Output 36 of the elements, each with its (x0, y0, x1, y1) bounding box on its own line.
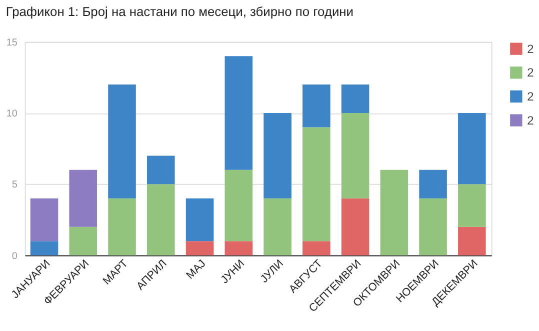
legend-label: 2 (527, 42, 534, 56)
y-tick-label: 5 (12, 180, 18, 191)
bar (224, 241, 253, 256)
legend-label: 2 (527, 66, 534, 80)
bar (108, 198, 136, 256)
bar (341, 84, 370, 114)
bar (30, 241, 58, 256)
bar (458, 226, 486, 256)
bar (146, 184, 175, 256)
bar (419, 170, 447, 198)
bar (264, 113, 292, 198)
y-tick-label: 0 (12, 250, 18, 262)
bar (186, 198, 214, 242)
bar (458, 184, 486, 227)
bar (224, 56, 253, 170)
bar (108, 84, 136, 198)
bar (224, 170, 253, 242)
y-tick-label: 10 (6, 108, 18, 120)
y-tick-label: 15 (6, 37, 18, 48)
bar (341, 198, 370, 256)
bar (419, 198, 447, 256)
bar (341, 113, 370, 198)
bar (69, 226, 98, 256)
bar (302, 84, 330, 128)
bar (264, 198, 292, 256)
bar (302, 127, 330, 242)
legend-label: 2 (527, 113, 534, 128)
bar (302, 241, 330, 256)
bar (69, 170, 98, 227)
bar (30, 198, 58, 242)
bar (146, 156, 175, 184)
bar (380, 170, 408, 256)
legend-label: 2 (527, 89, 534, 104)
bar (458, 113, 486, 184)
chart-title: Графикон 1: Број на настани по месеци, збирно по години (6, 4, 354, 20)
bar (186, 241, 214, 256)
